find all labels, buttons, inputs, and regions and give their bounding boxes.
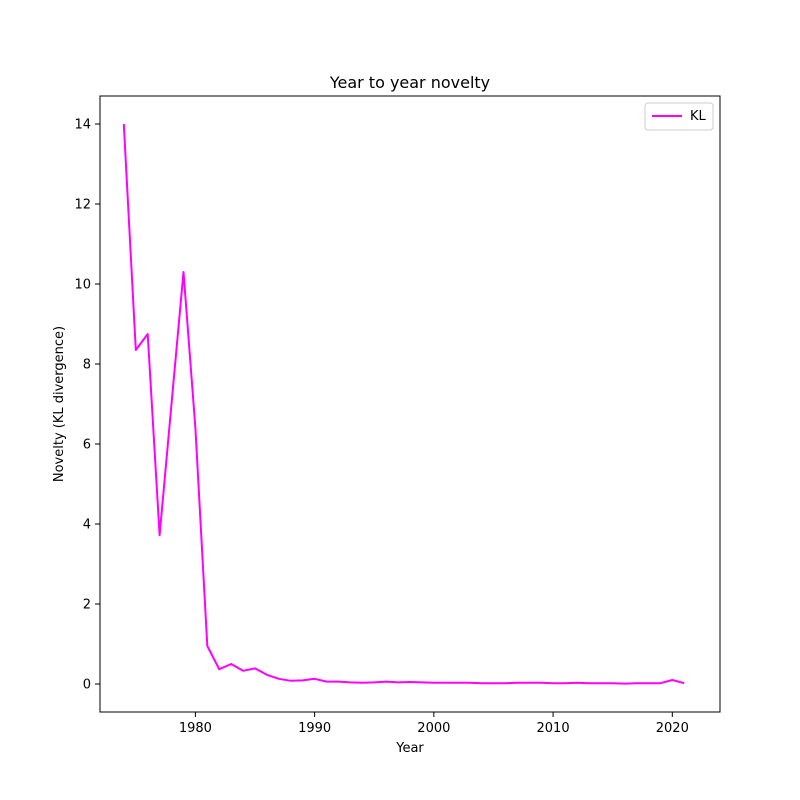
series-line-kl <box>122 123 685 685</box>
y-tick-label: 0 <box>83 678 91 693</box>
y-axis: 0 2 4 6 8 10 12 14 <box>74 118 100 693</box>
legend: KL <box>644 102 714 131</box>
legend-label-kl: KL <box>690 109 707 124</box>
x-tick-label: 1980 <box>179 721 212 736</box>
y-tick-label: 4 <box>83 518 91 533</box>
x-axis-title: Year <box>395 741 424 756</box>
series-layer <box>122 123 685 685</box>
x-axis: 1980 1990 2000 2010 2020 <box>179 712 689 736</box>
y-tick-label: 2 <box>83 598 91 613</box>
y-tick-label: 14 <box>74 118 91 133</box>
y-tick-label: 12 <box>74 198 91 213</box>
y-tick-label: 6 <box>83 438 91 453</box>
y-axis-title: Novelty (KL divergence) <box>52 326 67 482</box>
x-tick-label: 2000 <box>417 721 450 736</box>
x-tick-label: 2020 <box>656 721 689 736</box>
y-tick-label: 10 <box>74 278 91 293</box>
plot-area <box>99 95 721 713</box>
x-tick-label: 1990 <box>298 721 331 736</box>
y-tick-label: 8 <box>83 358 91 373</box>
chart-title: Year to year novelty <box>329 73 490 92</box>
x-tick-label: 2010 <box>537 721 570 736</box>
